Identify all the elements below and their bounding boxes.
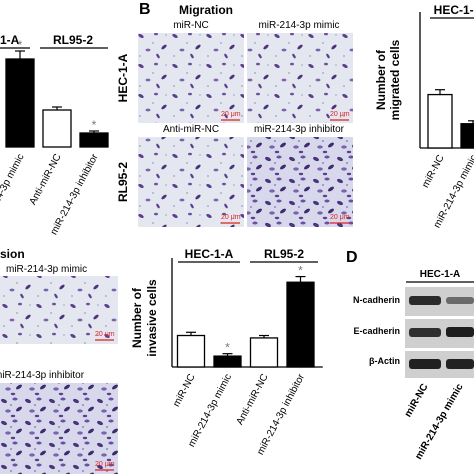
image-label: miR-214-3p inhibitor — [254, 124, 345, 135]
scale-bars: 20 μm 20 μm 20 μm 20 μm — [221, 111, 350, 224]
band — [409, 328, 441, 337]
blot-header: HEC-1-A — [420, 269, 461, 280]
lane-label: miR-NC — [403, 382, 431, 419]
panel-title: Migration — [179, 3, 233, 17]
scale-bar-label: 20 μm — [221, 214, 241, 221]
micrograph — [138, 33, 244, 123]
x-tick-label: Anti-miR-NC — [235, 372, 271, 427]
significance-mark: * — [298, 264, 303, 278]
scale-bar-label: 20 μm — [221, 111, 241, 118]
micrograph — [247, 137, 353, 227]
bar — [5, 58, 35, 148]
y-axis-label: invasive cells — [145, 279, 159, 357]
scale-bar-label: 20 μm — [330, 111, 350, 118]
band — [446, 297, 474, 304]
micrograph — [0, 383, 118, 474]
panel-title: sion — [0, 247, 25, 261]
significance-mark: * — [92, 118, 97, 132]
blot-row-label: β-Actin — [369, 356, 400, 366]
bar — [460, 123, 474, 149]
x-tick-label: Anti-miR-NC — [28, 152, 64, 207]
band — [409, 359, 441, 369]
x-tick-label: miR-214-3p mimic — [0, 152, 27, 229]
x-tick-label: miR-NC — [420, 153, 446, 190]
micrograph — [247, 33, 353, 123]
scale-bar-label: 20 μm — [95, 461, 115, 468]
group-label: HEC-1-A — [0, 33, 20, 47]
bar — [286, 281, 315, 368]
blot — [405, 287, 474, 378]
significance-mark: * — [18, 38, 23, 52]
significance-mark: * — [225, 341, 230, 355]
image-label: miR-NC — [173, 20, 209, 31]
image-label: miR-214-3p mimic — [258, 20, 339, 31]
bar — [79, 132, 109, 148]
micrograph — [0, 276, 118, 344]
group-label: HEC-1-A — [185, 247, 234, 261]
image-label: Anti-miR-NC — [163, 124, 219, 135]
band — [446, 359, 474, 369]
band — [446, 327, 474, 337]
panel-letter: B — [139, 1, 151, 18]
group-label: RL95-2 — [53, 33, 93, 47]
y-axis-label: Number of — [130, 287, 144, 348]
bar — [213, 355, 242, 368]
band — [409, 296, 441, 305]
scale-bar-label: 20 μm — [330, 214, 350, 221]
x-tick-label: miR-NC — [171, 372, 197, 409]
bar — [427, 93, 453, 149]
row-label: HEC-1-A — [116, 53, 130, 102]
micrograph — [138, 137, 244, 227]
bar — [176, 334, 206, 368]
bar — [249, 337, 279, 368]
bar — [42, 109, 72, 148]
image-label: miR-214-3p mimic — [6, 264, 87, 275]
y-axis-label: Number of — [374, 49, 388, 110]
group-label: RL95-2 — [264, 247, 304, 261]
y-axis-label: migrated cells — [388, 39, 402, 120]
group-label: HEC-1-A — [434, 3, 474, 17]
scale-bar-label: 20 μm — [95, 331, 115, 338]
blot-row-label: E-cadherin — [353, 326, 400, 336]
panel-letter: D — [346, 249, 358, 266]
blot-row-label: N-cadherin — [353, 295, 400, 305]
image-label: miR-214-3p inhibitor — [0, 370, 85, 381]
row-label: RL95-2 — [116, 162, 130, 202]
